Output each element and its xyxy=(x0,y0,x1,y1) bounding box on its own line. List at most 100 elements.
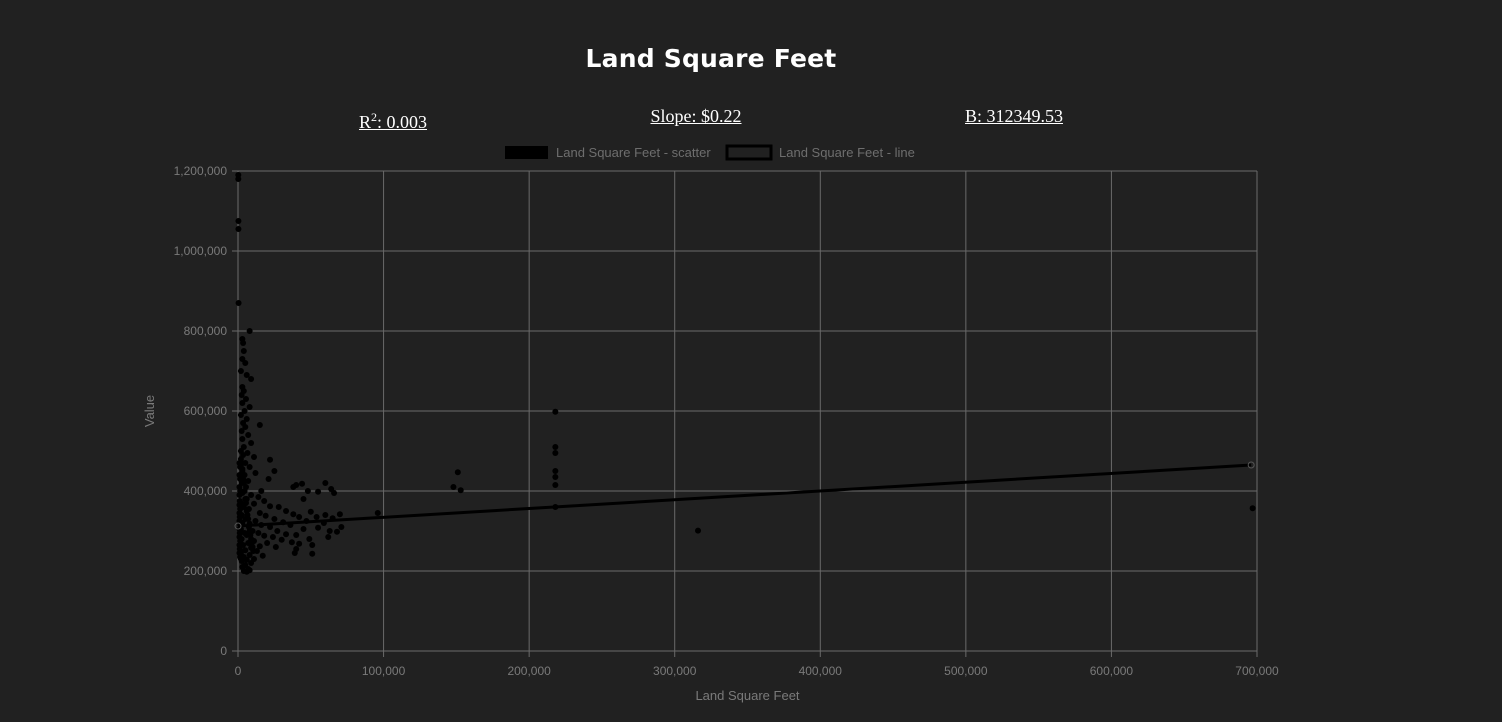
data-point xyxy=(300,526,307,532)
legend-label-line[interactable]: Land Square Feet - line xyxy=(779,145,915,160)
data-point xyxy=(261,498,268,504)
data-point xyxy=(262,512,269,519)
data-point xyxy=(236,492,243,498)
data-point xyxy=(235,226,242,232)
data-point xyxy=(243,556,250,563)
data-point xyxy=(274,528,281,534)
data-point xyxy=(552,444,559,450)
data-point xyxy=(246,464,253,470)
y-axis: 0 200,000 400,000 600,000 800,000 1,000,000 1,… xyxy=(174,164,228,658)
data-point xyxy=(246,404,253,410)
legend-swatch-line[interactable] xyxy=(725,144,773,161)
data-point xyxy=(309,550,316,557)
data-point xyxy=(238,392,245,398)
data-point xyxy=(241,408,248,414)
data-point xyxy=(255,530,262,536)
data-point xyxy=(259,552,266,559)
data-point xyxy=(322,480,329,486)
data-point xyxy=(245,432,252,438)
slope-link[interactable]: Slope: $0.22 xyxy=(650,106,742,126)
data-point xyxy=(331,490,338,496)
chart-legend[interactable]: Land Square Feet - scatter Land Square F… xyxy=(505,144,915,161)
data-point xyxy=(256,543,263,550)
data-point xyxy=(239,468,246,474)
data-point xyxy=(246,552,253,558)
data-point xyxy=(283,531,290,538)
data-point xyxy=(307,508,314,515)
x-axis: 0 100,000 200,000 300,000 400,000 500,000 600,… xyxy=(235,664,1279,678)
data-point xyxy=(245,516,252,522)
y-tick-label: 0 xyxy=(220,644,227,658)
data-point xyxy=(1249,505,1256,512)
data-point xyxy=(552,450,559,456)
data-point xyxy=(255,494,262,500)
data-point xyxy=(242,424,249,430)
data-point xyxy=(248,376,255,382)
x-tick-label: 0 xyxy=(235,664,242,678)
data-point xyxy=(338,524,345,530)
data-point xyxy=(309,542,316,548)
data-point xyxy=(552,474,559,480)
x-tick-label: 300,000 xyxy=(653,664,697,678)
data-point xyxy=(552,468,559,474)
x-tick-label: 700,000 xyxy=(1235,664,1279,678)
x-tick-label: 400,000 xyxy=(799,664,843,678)
data-point xyxy=(313,514,320,520)
legend-label-scatter[interactable]: Land Square Feet - scatter xyxy=(556,145,711,160)
line-point xyxy=(1247,461,1255,469)
line-point xyxy=(234,522,242,530)
data-point xyxy=(374,510,381,516)
data-point xyxy=(333,528,340,535)
data-point xyxy=(246,328,253,334)
data-point xyxy=(300,496,307,502)
data-point xyxy=(237,368,244,374)
data-point xyxy=(240,348,247,354)
data-point xyxy=(450,484,457,490)
data-point xyxy=(695,527,702,534)
data-point xyxy=(242,360,249,366)
data-point xyxy=(243,500,250,506)
page-title: Land Square Feet xyxy=(585,44,837,73)
data-point xyxy=(290,484,297,490)
data-point xyxy=(336,511,343,518)
data-point xyxy=(271,516,278,522)
data-point xyxy=(306,536,313,542)
data-point xyxy=(267,503,274,510)
data-point xyxy=(293,532,300,538)
data-point xyxy=(275,504,282,510)
data-point xyxy=(248,492,255,498)
data-point xyxy=(315,488,322,495)
r-squared-label: R xyxy=(358,112,371,132)
data-point xyxy=(239,400,246,406)
data-point xyxy=(237,412,244,418)
data-point xyxy=(552,408,559,415)
r-squared-value: : 0.003 xyxy=(377,112,428,132)
x-axis-title: Land Square Feet xyxy=(695,688,799,703)
data-point xyxy=(288,539,295,546)
data-point xyxy=(243,372,250,378)
data-point xyxy=(251,454,258,460)
data-point xyxy=(296,540,303,547)
intercept-link[interactable]: B: 312349.53 xyxy=(964,106,1064,126)
data-point xyxy=(271,468,278,474)
data-point xyxy=(256,422,263,428)
data-point xyxy=(322,512,329,518)
data-point xyxy=(248,560,255,566)
y-tick-label: 800,000 xyxy=(184,324,228,338)
data-point xyxy=(315,524,322,531)
data-point xyxy=(251,500,258,507)
x-tick-label: 600,000 xyxy=(1090,664,1134,678)
data-point xyxy=(264,540,271,546)
data-point xyxy=(269,534,276,540)
data-point xyxy=(552,482,559,488)
y-tick-label: 600,000 xyxy=(184,404,228,418)
data-point xyxy=(296,514,303,520)
data-point xyxy=(238,460,245,466)
r-squared-superscript: 2 xyxy=(371,110,377,124)
data-point xyxy=(261,532,268,539)
legend-swatch-scatter[interactable] xyxy=(505,146,548,159)
r-squared-link[interactable]: R2: 0.003 xyxy=(359,110,427,133)
data-point xyxy=(325,534,332,540)
data-point xyxy=(256,510,263,516)
y-tick-label: 1,200,000 xyxy=(174,164,228,178)
